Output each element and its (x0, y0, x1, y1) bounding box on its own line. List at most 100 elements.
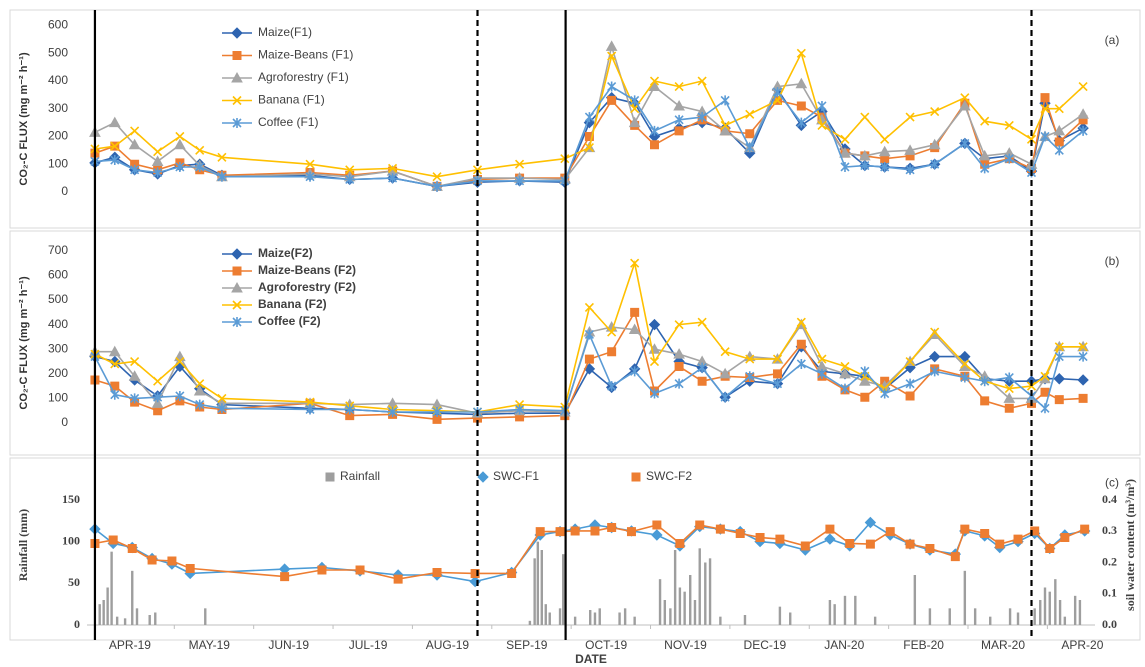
marker (151, 155, 164, 166)
bar (989, 616, 992, 625)
marker (630, 366, 640, 377)
marker (1004, 153, 1014, 164)
marker (175, 161, 185, 172)
marker (817, 368, 827, 379)
marker (958, 99, 971, 111)
marker (858, 149, 871, 161)
marker (839, 367, 851, 379)
marker (607, 327, 617, 337)
marker (840, 161, 850, 172)
bar (663, 600, 667, 625)
marker (930, 159, 940, 170)
y-tick-label: 500 (48, 45, 68, 59)
marker (232, 95, 242, 106)
marker (305, 397, 315, 407)
y2-axis-title: soil water content (m³/m³) (1123, 479, 1137, 611)
bar (106, 587, 109, 625)
y-tick-label: 200 (48, 366, 68, 380)
bar (1073, 595, 1077, 625)
x-tick-label: MAY-19 (189, 638, 231, 652)
marker (607, 347, 617, 357)
marker (775, 534, 785, 544)
marker (674, 81, 684, 92)
marker (1004, 372, 1014, 383)
panel-frame (9, 457, 1141, 641)
bar (719, 616, 722, 625)
bar (698, 548, 701, 625)
marker (317, 565, 327, 575)
marker (980, 376, 990, 387)
marker (584, 143, 594, 153)
marker (649, 125, 660, 136)
marker (905, 378, 915, 389)
y2-tick-label: 0.3 (1102, 523, 1117, 537)
x-tick-label: APR-19 (109, 638, 151, 652)
marker (817, 120, 827, 130)
marker (930, 106, 940, 117)
bar (536, 541, 540, 625)
marker (980, 116, 990, 126)
marker (864, 516, 877, 529)
y2-tick-label: 0.1 (1102, 586, 1117, 600)
marker (675, 538, 685, 548)
bar (1039, 600, 1042, 625)
y-tick-label: 500 (48, 292, 68, 306)
bar (873, 616, 877, 625)
marker (167, 556, 177, 566)
marker (607, 81, 617, 92)
marker (1078, 125, 1088, 136)
marker (795, 77, 808, 89)
legend-label: Coffee (F1) (258, 115, 318, 129)
marker (825, 524, 835, 534)
marker (232, 300, 242, 310)
marker (130, 393, 140, 404)
marker (928, 138, 941, 150)
marker (127, 543, 137, 553)
bar (693, 600, 697, 625)
marker (697, 376, 707, 386)
marker (515, 175, 525, 186)
marker (885, 527, 895, 537)
marker (860, 366, 870, 377)
marker (110, 389, 120, 400)
marker (980, 396, 990, 406)
y-tick-label: 700 (48, 243, 68, 257)
marker (904, 144, 916, 155)
marker (432, 406, 442, 417)
marker (110, 155, 120, 166)
marker (128, 370, 141, 381)
marker (130, 164, 140, 175)
bar (593, 612, 597, 625)
x-tick-label: OCT-19 (585, 638, 627, 652)
legend-label: Maize(F1) (258, 25, 312, 39)
marker (477, 471, 489, 483)
marker (674, 361, 684, 371)
marker (108, 116, 121, 128)
marker (175, 390, 185, 401)
marker (432, 414, 442, 424)
marker (1078, 351, 1088, 362)
marker (1013, 534, 1023, 544)
marker (860, 392, 870, 402)
bar (708, 558, 712, 625)
bar (98, 604, 101, 625)
marker (719, 367, 731, 379)
marker (649, 356, 660, 367)
y-tick-label: 0 (61, 415, 68, 429)
bar (115, 616, 119, 625)
marker (860, 160, 870, 171)
marker (147, 555, 157, 565)
bar (135, 608, 139, 625)
x-tick-label: APR-20 (1061, 638, 1103, 652)
bar (102, 600, 105, 625)
marker (651, 529, 663, 541)
marker (1004, 384, 1014, 394)
marker (195, 399, 205, 410)
marker (345, 165, 355, 175)
marker (1078, 393, 1088, 403)
marker (570, 526, 580, 536)
bar (589, 610, 592, 625)
marker (153, 406, 163, 416)
legend-label: Maize-Beans (F1) (258, 48, 353, 62)
